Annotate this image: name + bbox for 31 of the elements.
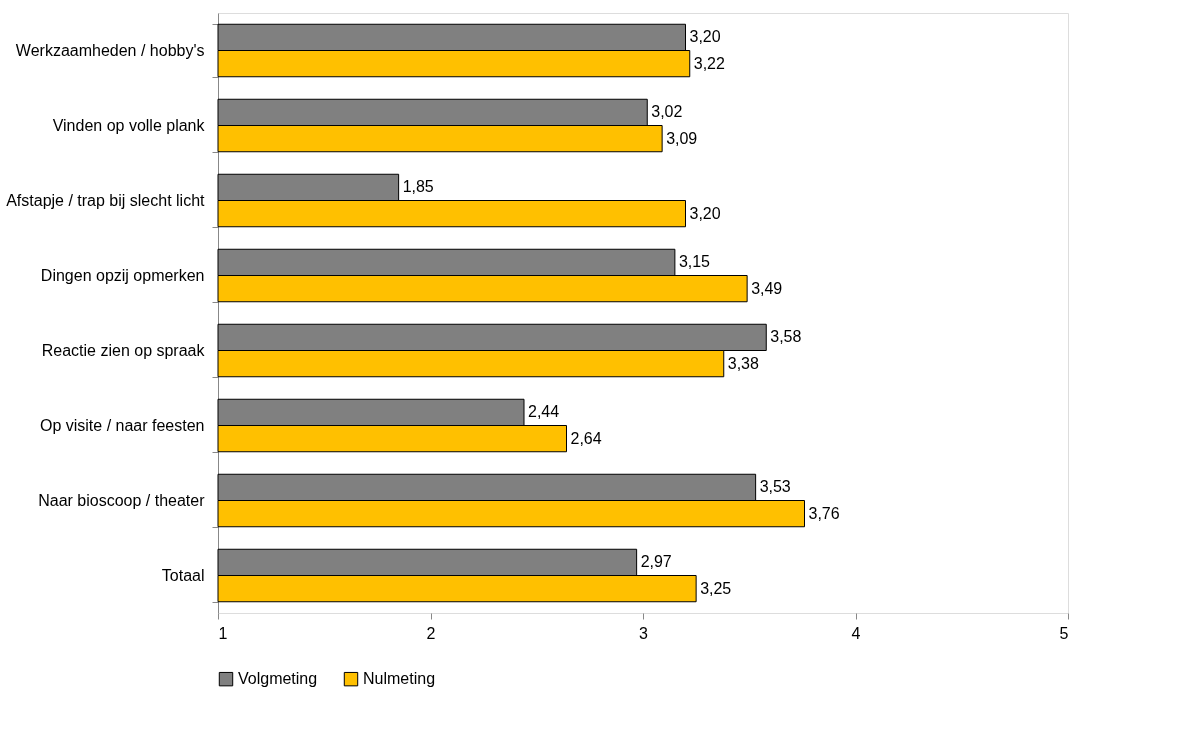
y-tick-label: Werkzaamheden / hobby's bbox=[15, 42, 205, 59]
data-label: 3,53 bbox=[759, 478, 791, 496]
data-label: 3,76 bbox=[808, 504, 840, 522]
y-tick-label: Totaal bbox=[161, 567, 205, 584]
x-tick-label: 2 bbox=[426, 624, 436, 642]
y-tick-label: Vinden op volle plank bbox=[52, 117, 206, 134]
y-tick-label: Afstapje / trap bij slecht licht bbox=[6, 192, 206, 209]
data-label: 2,64 bbox=[570, 429, 602, 447]
data-label: 3,20 bbox=[689, 28, 721, 46]
data-label: 3,15 bbox=[678, 253, 711, 271]
y-tick-label: Dingen opzij opmerken bbox=[40, 267, 205, 284]
data-label: 3,58 bbox=[770, 328, 802, 346]
x-tick-label: 3 bbox=[639, 624, 649, 642]
x-tick-label: 1 bbox=[218, 624, 228, 642]
data-label: 3,09 bbox=[666, 129, 698, 147]
data-label: 2,44 bbox=[528, 403, 560, 421]
data-label: 3,20 bbox=[689, 204, 721, 222]
legend-label: Nulmeting bbox=[363, 670, 436, 688]
y-tick-label: Reactie zien op spraak bbox=[41, 342, 206, 359]
data-label: 3,49 bbox=[751, 279, 783, 297]
data-label: 2,97 bbox=[640, 553, 672, 571]
legend-label: Volgmeting bbox=[238, 670, 318, 688]
data-label: 3,25 bbox=[700, 579, 732, 597]
x-tick-label: 5 bbox=[1059, 624, 1069, 642]
data-label: 1,85 bbox=[402, 178, 434, 196]
y-tick-label: Naar bioscoop / theater bbox=[38, 492, 206, 509]
data-label: 3,38 bbox=[727, 354, 759, 372]
x-tick-label: 4 bbox=[851, 624, 861, 642]
y-tick-label: Op visite / naar feesten bbox=[39, 417, 205, 434]
data-label: 3,22 bbox=[693, 54, 725, 72]
data-label: 3,02 bbox=[651, 103, 683, 121]
